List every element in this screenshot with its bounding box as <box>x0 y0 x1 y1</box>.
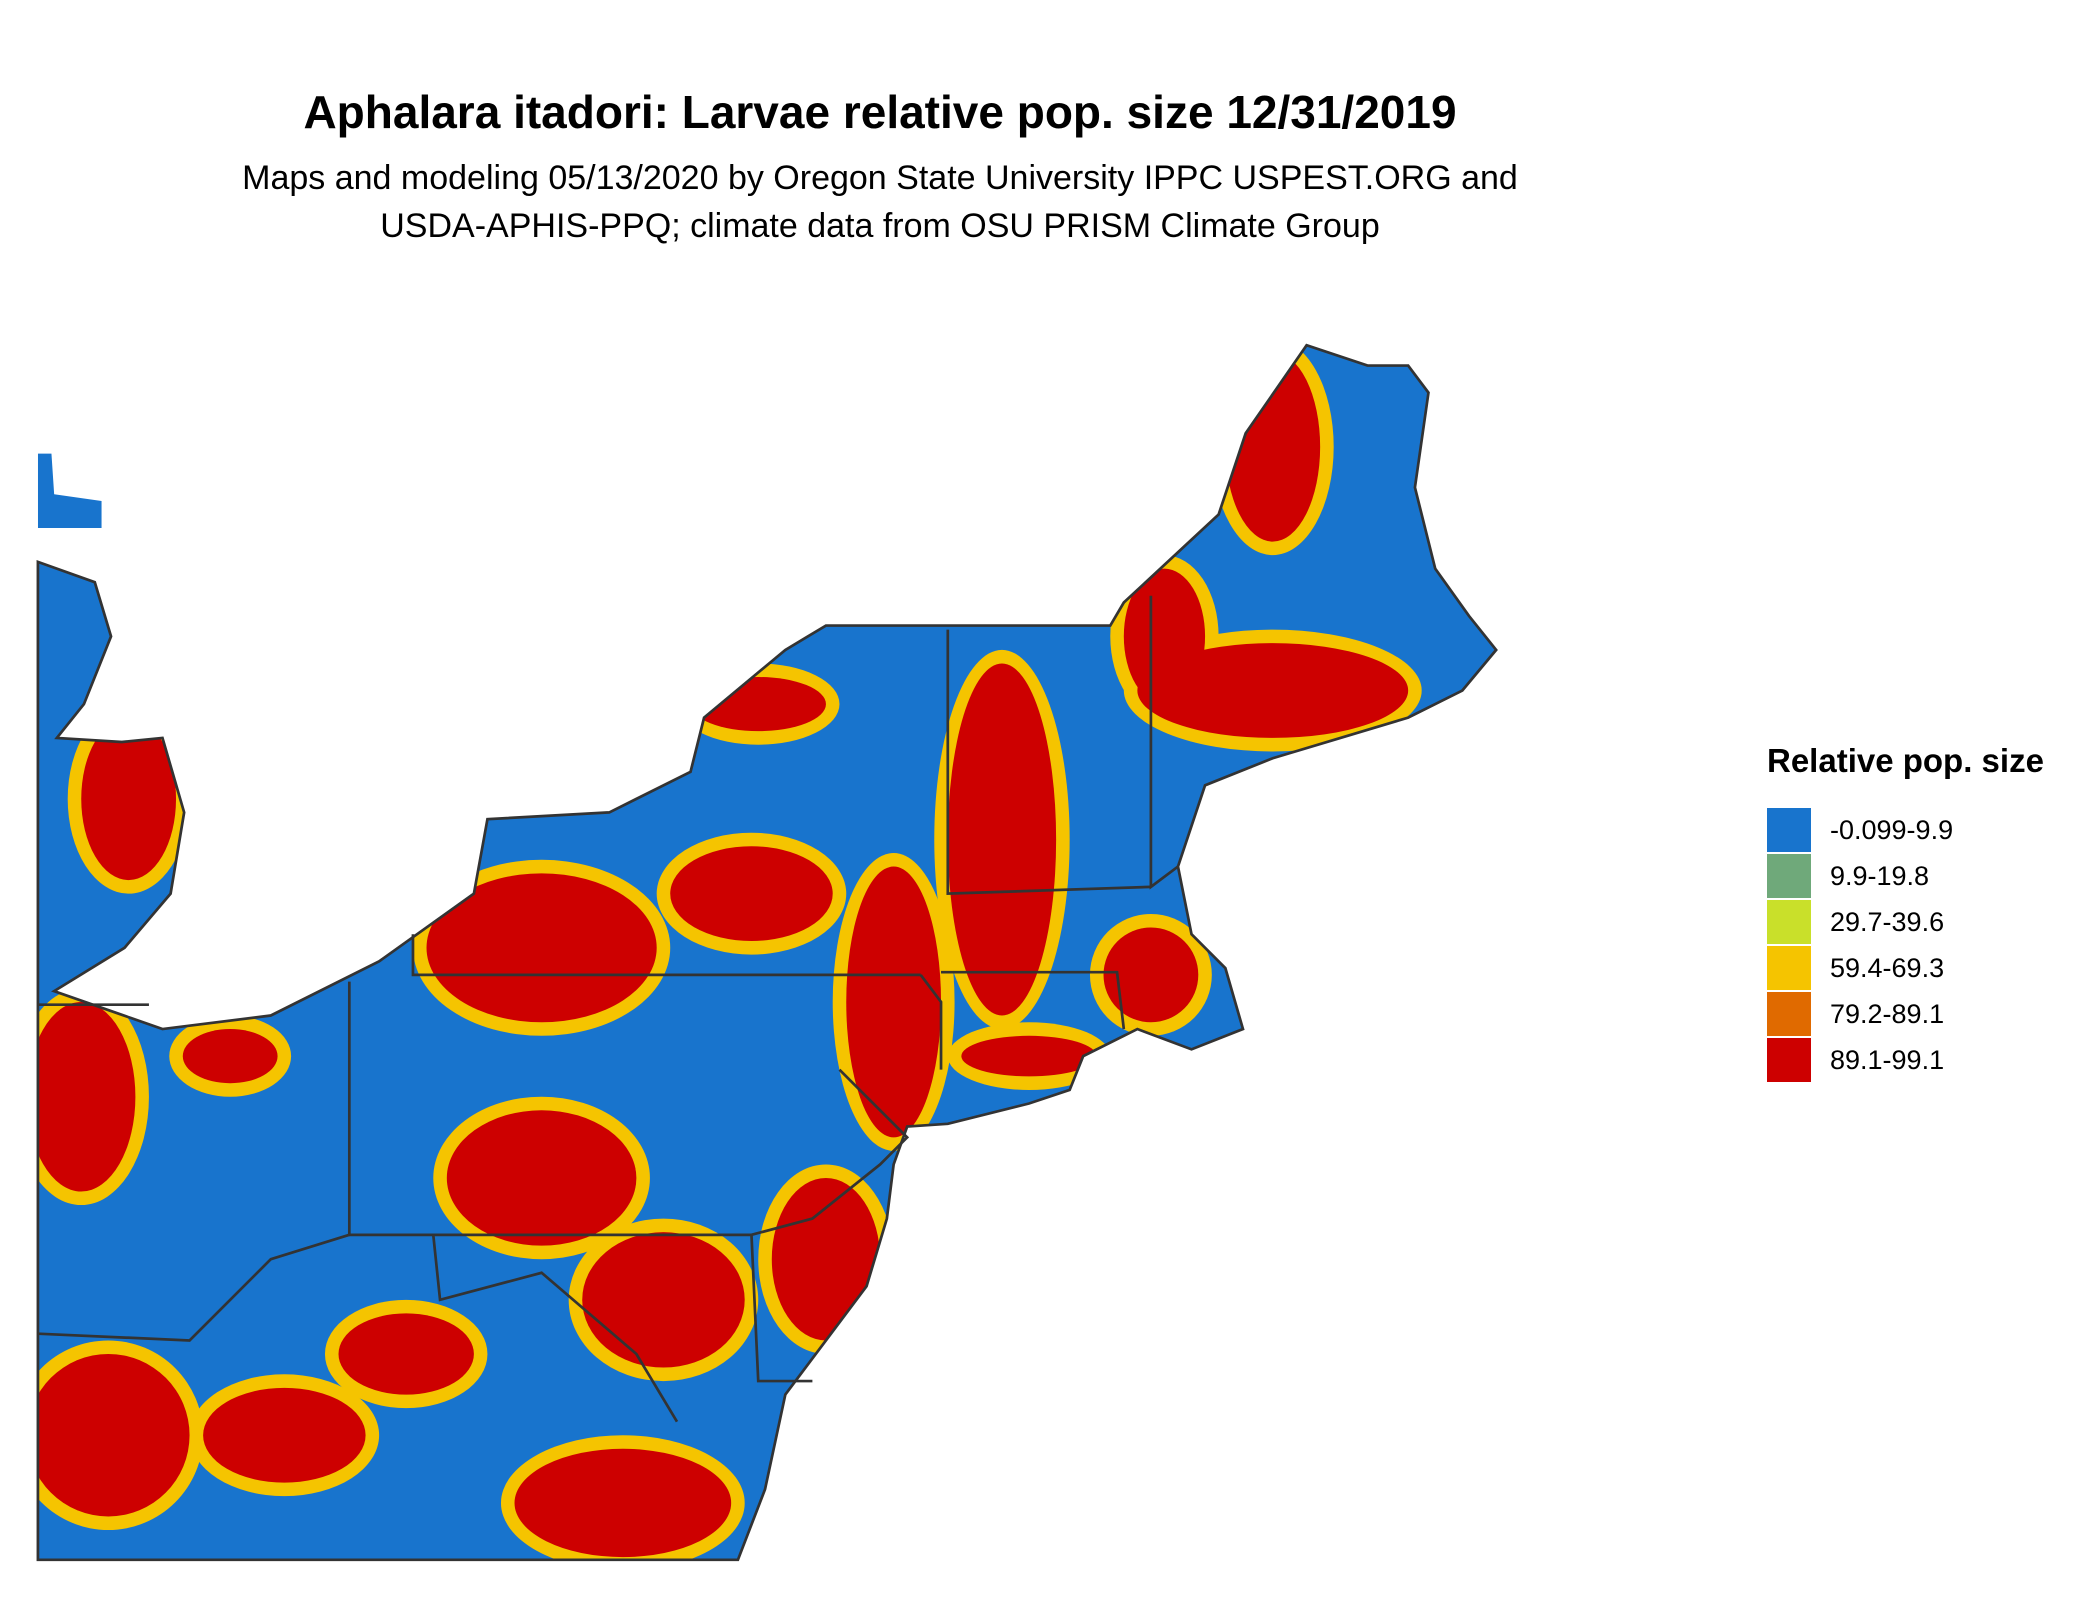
legend-label: -0.099-9.9 <box>1830 815 1953 845</box>
legend-title: Relative pop. size <box>1767 742 2044 779</box>
legend-swatch <box>1767 854 1811 898</box>
legend-swatch <box>1767 808 1811 852</box>
legend-label: 9.9-19.8 <box>1830 861 1929 891</box>
legend-label: 79.2-89.1 <box>1830 999 1944 1029</box>
map-subtitle: Maps and modeling 05/13/2020 by Oregon S… <box>242 159 1518 197</box>
legend-label: 29.7-39.6 <box>1830 907 1944 937</box>
state-borders <box>36 343 1498 1562</box>
raster-red <box>37 352 1409 1558</box>
legend-label: 59.4-69.3 <box>1830 953 1944 983</box>
map-subtitle: USDA-APHIS-PPQ; climate data from OSU PR… <box>380 207 1379 245</box>
legend-label: 89.1-99.1 <box>1830 1045 1944 1075</box>
legend-swatch <box>1767 900 1811 944</box>
legend-swatch <box>1767 1038 1811 1082</box>
legend-swatch <box>1767 992 1811 1036</box>
legend: -0.099-9.9 9.9-19.8 29.7-39.6 59.4-69.3 79.2… <box>1767 808 1953 1082</box>
legend-swatch <box>1767 946 1811 990</box>
map-title: Aphalara itadori: Larvae relative pop. s… <box>303 86 1456 138</box>
